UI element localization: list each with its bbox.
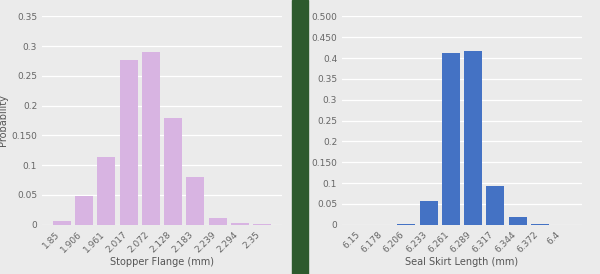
Y-axis label: Probability: Probability xyxy=(298,95,308,147)
Bar xyxy=(209,218,227,225)
Bar xyxy=(442,53,460,225)
Bar xyxy=(531,224,549,225)
Bar xyxy=(53,221,71,225)
Bar xyxy=(119,60,137,225)
X-axis label: Stopper Flange (mm): Stopper Flange (mm) xyxy=(110,257,214,267)
Bar xyxy=(253,224,271,225)
Bar xyxy=(75,196,93,225)
Y-axis label: Probability: Probability xyxy=(0,95,8,147)
Bar xyxy=(487,185,505,225)
Bar xyxy=(397,224,415,225)
Bar xyxy=(142,52,160,225)
X-axis label: Seal Skirt Length (mm): Seal Skirt Length (mm) xyxy=(406,257,518,267)
Bar xyxy=(187,177,205,225)
Bar xyxy=(231,224,249,225)
Bar xyxy=(464,52,482,225)
Bar xyxy=(97,158,115,225)
Bar xyxy=(164,118,182,225)
Bar xyxy=(509,217,527,225)
Bar xyxy=(419,201,437,225)
